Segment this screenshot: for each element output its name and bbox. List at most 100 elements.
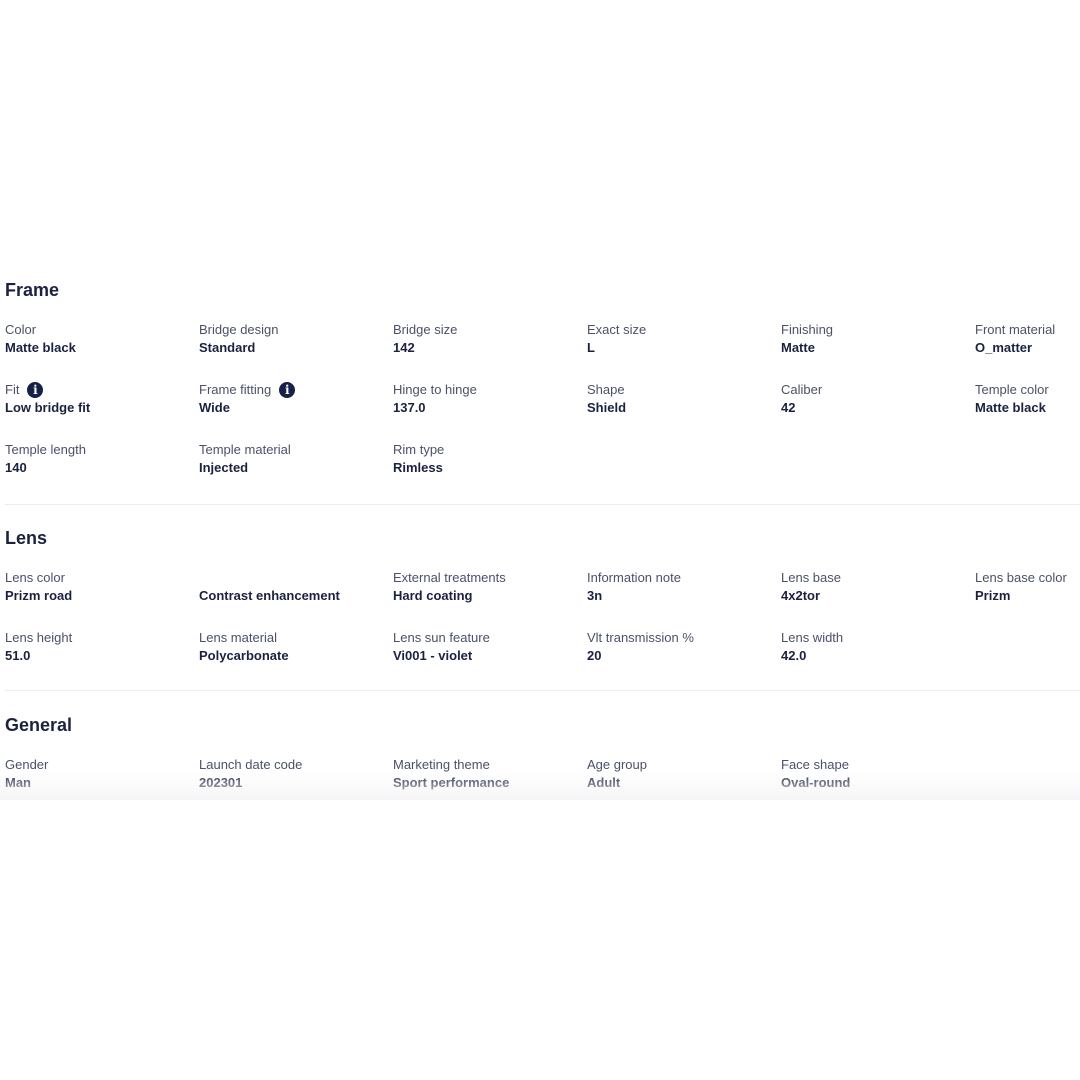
spec-item: Front material O_matter xyxy=(975,321,1080,357)
spec-item: Lens sun feature Vi001 - violet xyxy=(393,629,587,665)
scroll-fade xyxy=(0,770,1080,800)
spec-value: 142 xyxy=(393,340,415,355)
spec-label: Hinge to hinge xyxy=(393,381,587,399)
spec-label: Front material xyxy=(975,321,1080,339)
spec-item: Lens base color Prizm xyxy=(975,569,1080,605)
spec-item: Temple material Injected xyxy=(199,441,393,477)
spec-item: Lens material Polycarbonate xyxy=(199,629,393,665)
spec-value: Hard coating xyxy=(393,588,473,603)
spec-item: Vlt transmission % 20 xyxy=(587,629,781,665)
section-lens: Lens Lens color Prizm road Contrast enhance… xyxy=(5,527,1080,665)
divider xyxy=(5,504,1080,505)
info-circle-icon[interactable]: i xyxy=(27,382,44,398)
spec-label: Launch date code xyxy=(199,756,393,774)
spec-label: Temple material xyxy=(199,441,393,459)
spec-label-text: Hinge to hinge xyxy=(393,382,477,397)
spec-label-text: Information note xyxy=(587,570,681,585)
spec-value: Matte black xyxy=(5,340,76,355)
spec-label: Lens base color xyxy=(975,569,1080,587)
spec-label: External treatments xyxy=(393,569,587,587)
spec-label-text: Face shape xyxy=(781,757,849,772)
info-circle-icon[interactable]: i xyxy=(279,382,296,398)
spec-label: Caliber xyxy=(781,381,975,399)
spec-value: Vi001 - violet xyxy=(393,648,473,663)
spec-value: Matte black xyxy=(975,400,1046,415)
spec-label: Rim type xyxy=(393,441,587,459)
spec-label-text: Front material xyxy=(975,322,1056,337)
spec-grid: Color Matte black Bridge design Standard Bri… xyxy=(5,321,1080,477)
spec-value: 20 xyxy=(587,648,602,663)
spec-label: Bridge size xyxy=(393,321,587,339)
spec-label: Shape xyxy=(587,381,781,399)
spec-label-text: Bridge design xyxy=(199,322,279,337)
spec-label-text: Temple color xyxy=(975,382,1049,397)
spec-label-text: Lens base xyxy=(781,570,841,585)
spec-item: Temple length 140 xyxy=(5,441,199,477)
spec-item: Lens base 4x2tor xyxy=(781,569,975,605)
spec-value: Matte xyxy=(781,340,815,355)
spec-label: Lens width xyxy=(781,629,975,647)
spec-value: Standard xyxy=(199,340,256,355)
spec-label: Vlt transmission % xyxy=(587,629,781,647)
spec-value: L xyxy=(587,340,595,355)
spec-label: Temple color xyxy=(975,381,1080,399)
spec-item: Temple color Matte black xyxy=(975,381,1080,417)
spec-item: Color Matte black xyxy=(5,321,199,357)
spec-item: External treatments Hard coating xyxy=(393,569,587,605)
product-specs: Frame Color Matte black Bridge design Standa… xyxy=(0,280,1080,800)
spec-label: Lens height xyxy=(5,629,199,647)
spec-item: Exact size L xyxy=(587,321,781,357)
spec-label: Color xyxy=(5,321,199,339)
section-title: Lens xyxy=(5,528,48,548)
spec-label-text: Launch date code xyxy=(199,757,303,772)
spec-label: Finishing xyxy=(781,321,975,339)
spec-label-text: Caliber xyxy=(781,382,823,397)
spec-value: 140 xyxy=(5,460,27,475)
spec-label: Lens color xyxy=(5,569,199,587)
spec-label-text: Lens color xyxy=(5,570,65,585)
spec-label-text: Age group xyxy=(587,757,647,772)
spec-label-text: Lens base color xyxy=(975,570,1067,585)
spec-value: 3n xyxy=(587,588,603,603)
spec-label-text: Fit xyxy=(5,382,20,397)
spec-value: Wide xyxy=(199,400,230,415)
spec-value: Polycarbonate xyxy=(199,648,289,663)
spec-label-text: Bridge size xyxy=(393,322,458,337)
spec-label-text: Exact size xyxy=(587,322,647,337)
spec-item: Rim type Rimless xyxy=(393,441,587,477)
spec-item: Finishing Matte xyxy=(781,321,975,357)
spec-value: O_matter xyxy=(975,340,1033,355)
spec-value: Rimless xyxy=(393,460,443,475)
spec-label xyxy=(199,569,393,587)
spec-label-text: Temple material xyxy=(199,442,291,457)
spec-label-text: Lens height xyxy=(5,630,73,645)
spec-value: 51.0 xyxy=(5,648,31,663)
spec-value: 137.0 xyxy=(393,400,426,415)
spec-value: Prizm xyxy=(975,588,1011,603)
spec-value: Shield xyxy=(587,400,627,415)
spec-item: Fit i Low bridge fit xyxy=(5,381,199,417)
spec-label-text: Finishing xyxy=(781,322,834,337)
spec-item: Information note 3n xyxy=(587,569,781,605)
divider xyxy=(5,690,1080,691)
spec-item: Caliber 42 xyxy=(781,381,975,417)
spec-item: Shape Shield xyxy=(587,381,781,417)
spec-label: Fit i xyxy=(5,381,199,399)
spec-label-text: Lens width xyxy=(781,630,844,645)
spec-label-text: Lens sun feature xyxy=(393,630,490,645)
spec-label: Exact size xyxy=(587,321,781,339)
spec-label: Frame fitting i xyxy=(199,381,393,399)
spec-label-text: Lens material xyxy=(199,630,278,645)
section-title: General xyxy=(5,715,73,735)
spec-label-text: Rim type xyxy=(393,442,445,457)
spec-label: Lens sun feature xyxy=(393,629,587,647)
spec-label: Face shape xyxy=(781,756,975,774)
spec-value: Low bridge fit xyxy=(5,400,91,415)
spec-value: Prizm road xyxy=(5,588,73,603)
spec-label-text: Vlt transmission % xyxy=(587,630,694,645)
spec-value: 42.0 xyxy=(781,648,807,663)
spec-item: Frame fitting i Wide xyxy=(199,381,393,417)
spec-label-text: External treatments xyxy=(393,570,506,585)
spec-label: Lens material xyxy=(199,629,393,647)
spec-value: 4x2tor xyxy=(781,588,821,603)
